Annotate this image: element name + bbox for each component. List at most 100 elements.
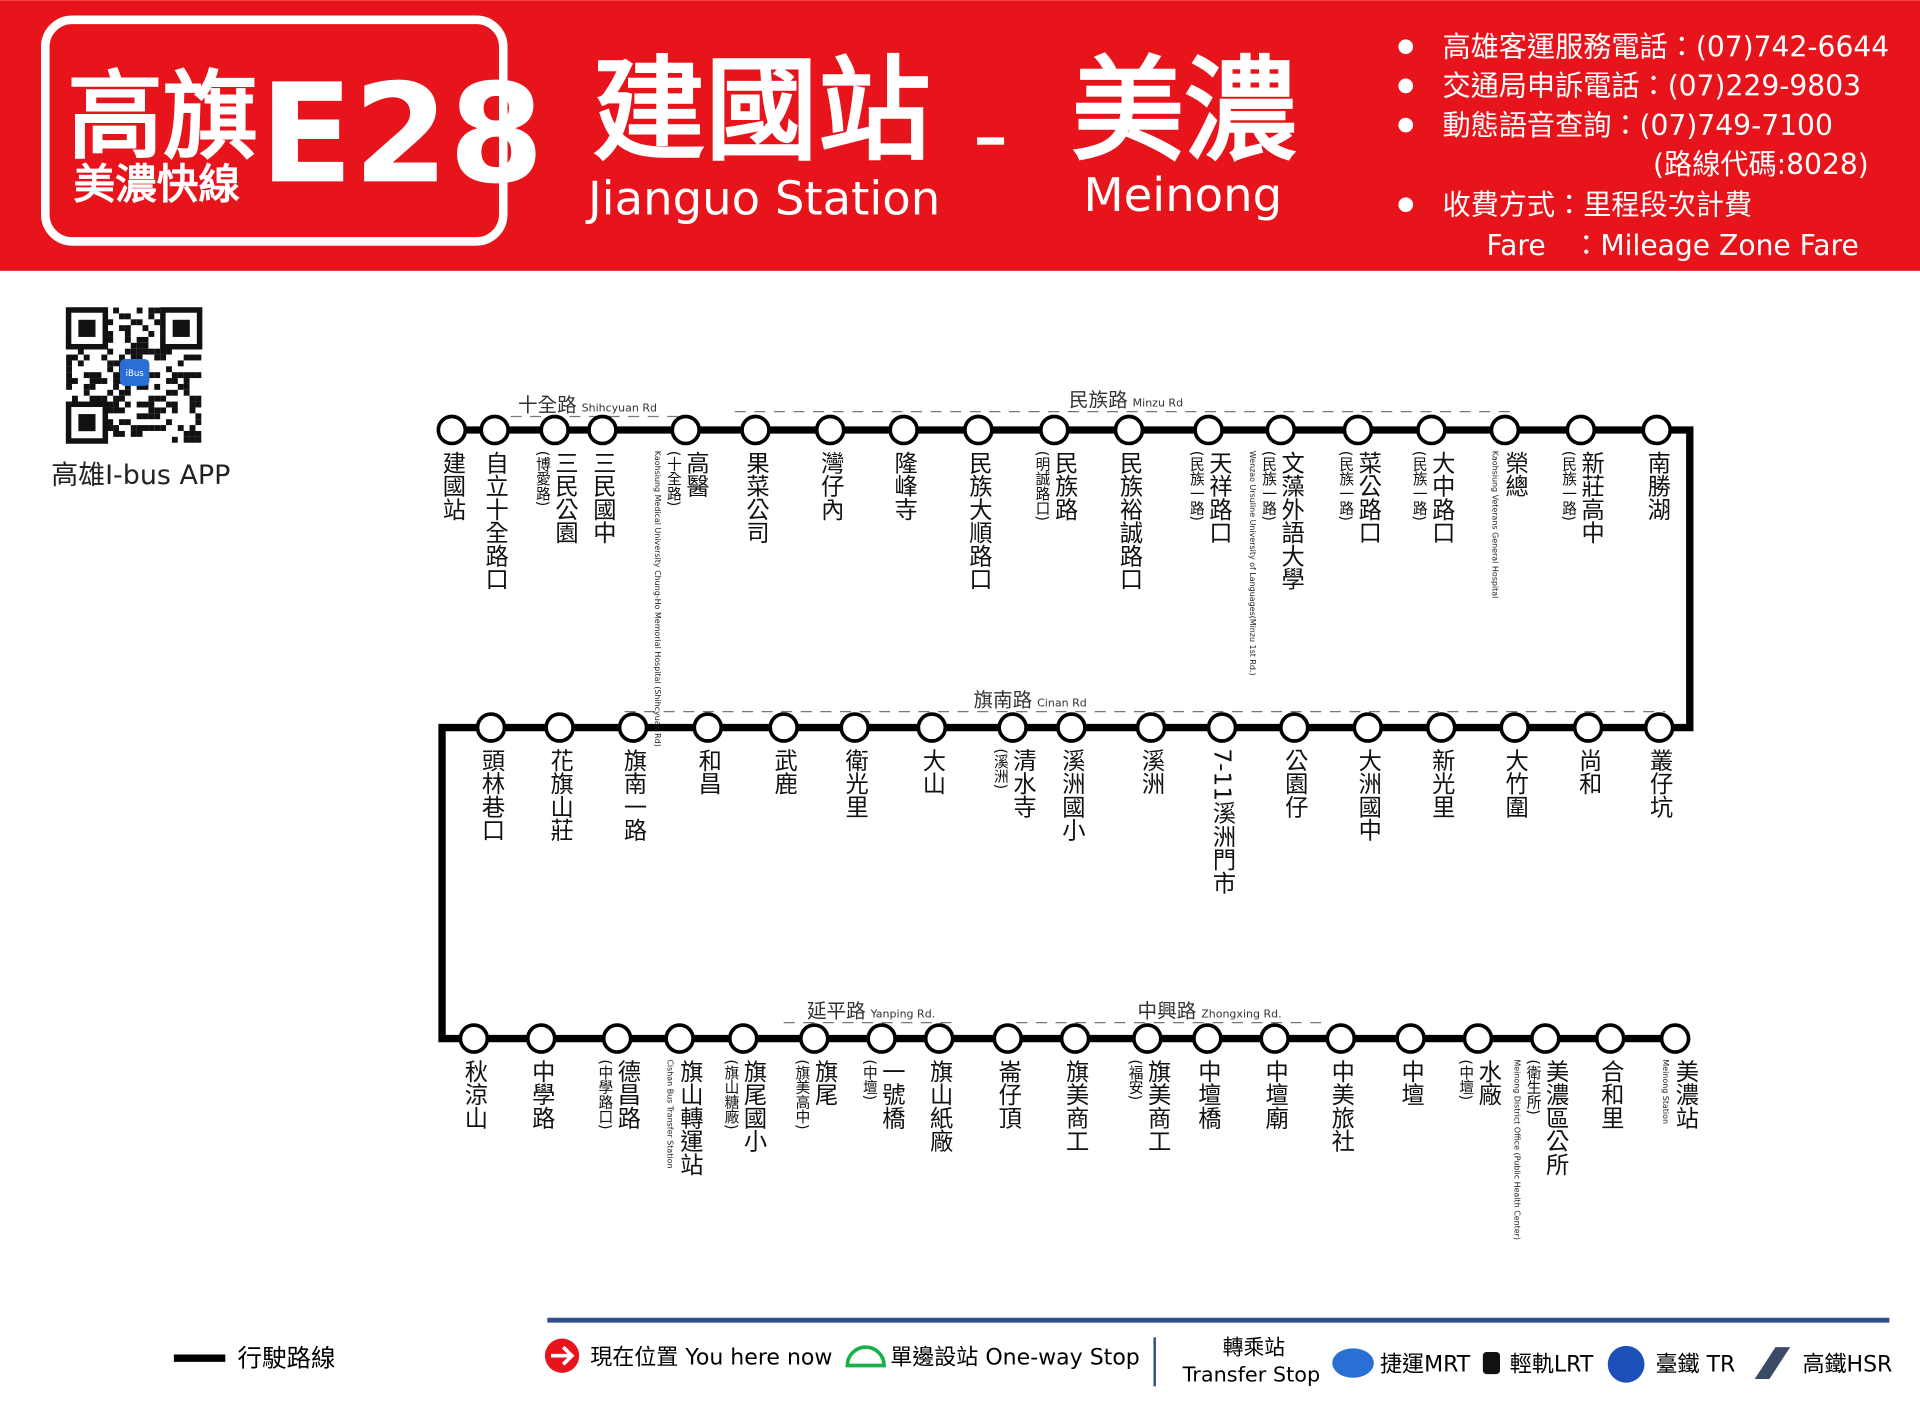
qr-module <box>154 372 161 379</box>
stop-name: 三民國中 <box>589 451 616 544</box>
stop-marker <box>1462 1023 1494 1054</box>
qr-module <box>136 336 143 343</box>
qr-module <box>89 395 96 402</box>
qr-module <box>183 372 190 379</box>
qr-module <box>166 348 172 355</box>
stop-marker <box>1352 712 1384 743</box>
stop-marker <box>1113 414 1145 446</box>
legend-you-here: 現在位置 You here now <box>590 1345 832 1370</box>
stop-note: (民族一路) <box>1411 451 1428 521</box>
qr-module <box>148 372 155 379</box>
stop-name: 花旗山莊 <box>546 748 574 841</box>
qr-module <box>113 430 120 437</box>
stop-name: 水廠 <box>1474 1059 1502 1106</box>
stop-marker <box>1659 1023 1691 1054</box>
stop-marker <box>525 1023 557 1054</box>
stop-name: 中美旅社 <box>1327 1059 1355 1152</box>
stop-name: 公園仔 <box>1281 748 1309 818</box>
qr-module <box>160 348 167 355</box>
qr-module <box>142 401 149 408</box>
stop-name: 尚和 <box>1575 748 1603 795</box>
dash <box>977 137 1005 145</box>
stop-name: 旗美商工 <box>1062 1059 1090 1152</box>
stop-name: 7-11溪洲門市 <box>1209 748 1237 894</box>
stop-name: 和昌 <box>694 748 722 795</box>
qr-module <box>177 383 184 390</box>
legend-transfer: 轉乘站 <box>1223 1335 1285 1359</box>
qr-module <box>130 348 137 355</box>
qr-module <box>113 307 120 314</box>
stop-marker <box>1572 712 1604 743</box>
qr-module <box>89 383 96 390</box>
info-line: ：Mileage Zone Fare <box>1572 229 1859 262</box>
qr-module <box>171 378 178 384</box>
stop-marker <box>839 712 871 743</box>
qr-module <box>183 378 190 384</box>
stop-marker <box>479 414 510 446</box>
route-name: 高旗 <box>67 61 258 173</box>
qr-module <box>130 354 137 361</box>
info-bullets <box>1398 39 1414 213</box>
info-line: Fare <box>1487 229 1546 262</box>
stop-marker <box>768 712 799 743</box>
stop-marker <box>664 1023 695 1054</box>
qr-module <box>142 348 149 355</box>
stop-marker <box>814 414 846 446</box>
qr-module <box>189 436 196 443</box>
stop-note: (十全路) <box>665 451 682 507</box>
qr-module <box>154 307 161 314</box>
stop-marker <box>692 712 724 743</box>
qr-module <box>177 360 184 367</box>
stop-name: 崙仔頂 <box>994 1059 1022 1129</box>
qr-badge-text: iBus <box>126 369 145 379</box>
qr-module <box>183 383 190 390</box>
qr-module <box>171 389 178 396</box>
info-line: 交通局申訴電話：(07)229-9803 <box>1442 70 1861 103</box>
stop-name: 大中路口 <box>1428 451 1456 544</box>
stop-name: 旗美商工 <box>1144 1059 1172 1152</box>
stop-marker <box>923 1023 955 1054</box>
stop-name: 建國站 <box>438 451 466 521</box>
stop-marker <box>601 1023 633 1054</box>
qr-module <box>124 389 131 396</box>
stop-name: 美濃站 <box>1671 1059 1699 1129</box>
qr-module <box>101 395 108 402</box>
stop-marker <box>1132 1023 1163 1054</box>
qr-module <box>119 419 125 426</box>
qr-module <box>72 395 78 402</box>
stop-name: 清水寺 <box>1009 748 1037 818</box>
legend-transfer-en: Transfer Stop <box>1182 1362 1321 1386</box>
qr-module <box>107 319 114 326</box>
qr-module <box>113 372 120 379</box>
qr-module <box>154 348 161 355</box>
qr-finder <box>78 319 96 337</box>
stop-marker <box>670 414 702 446</box>
qr-module <box>119 325 125 332</box>
qr-module <box>124 336 131 343</box>
qr-module <box>113 425 120 431</box>
qr-module <box>107 331 114 337</box>
stop-name-en: Kaohsiung Medical University Chung-Ho Me… <box>653 451 662 747</box>
destination-en: Meinong <box>1084 168 1283 222</box>
stop-marker <box>1192 1023 1223 1054</box>
stop-name: 旗尾國小 <box>740 1059 768 1152</box>
header-band <box>0 0 1920 271</box>
qr-module <box>195 354 202 361</box>
stop-marker <box>1643 712 1675 743</box>
qr-module <box>177 425 184 431</box>
info: 高雄客運服務電話：(07)742-6644 交通局申訴電話：(07)229-98… <box>1442 31 1889 262</box>
qr-module <box>124 383 131 390</box>
qr-module <box>124 331 131 337</box>
stop-name-en: Cishan Bus Transfer Station <box>665 1059 674 1168</box>
qr-module <box>107 425 114 431</box>
road-name-en: Minzu Rd <box>1133 397 1183 410</box>
road-name: 延平路 <box>807 1000 866 1023</box>
stop-name: 衛光里 <box>841 748 869 818</box>
legend-lrt: 輕軌LRT <box>1510 1353 1594 1378</box>
stop-marker <box>539 414 570 446</box>
qr-module <box>148 401 155 408</box>
qr-module <box>171 407 178 414</box>
stop-marker <box>1425 712 1457 743</box>
qr-module <box>136 383 143 390</box>
qr-badge <box>120 358 150 386</box>
